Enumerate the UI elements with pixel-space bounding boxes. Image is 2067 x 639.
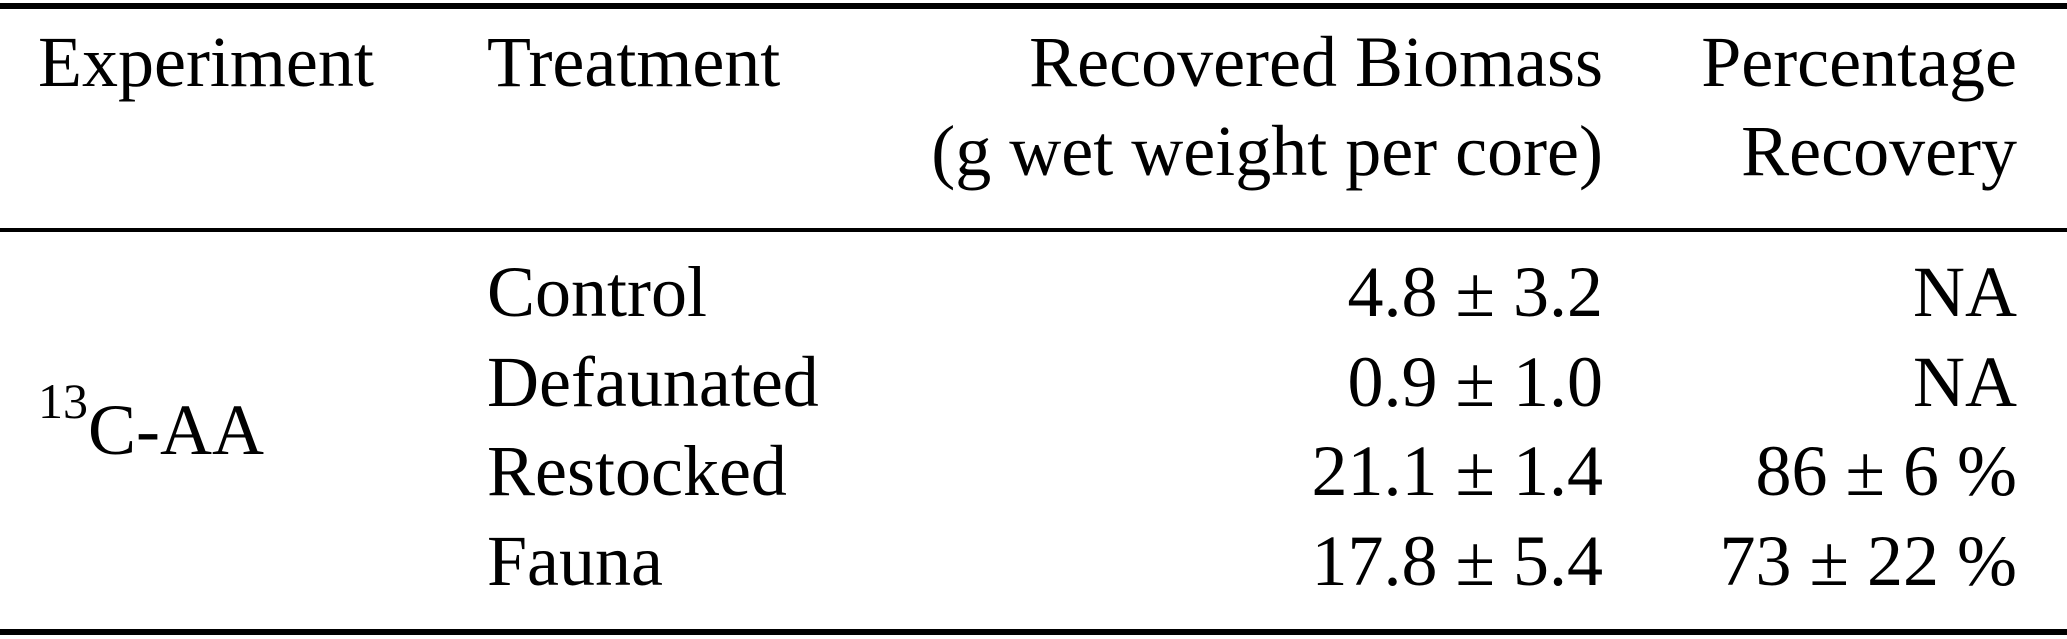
col-header-experiment: Experiment	[38, 22, 374, 102]
biomass-cell-defaunated: 0.9 ± 1.0	[1347, 342, 1603, 422]
col-header-recovered-biomass: Recovered Biomass	[1029, 22, 1603, 102]
recovery-cell-control: NA	[1913, 252, 2017, 332]
experiment-name: C-AA	[88, 390, 264, 470]
recovery-cell-defaunated: NA	[1913, 342, 2017, 422]
treatment-cell-fauna: Fauna	[487, 521, 663, 601]
recovery-cell-restocked: 86 ± 6 %	[1755, 431, 2018, 511]
table-bottom-rule	[0, 629, 2067, 635]
table-mid-rule	[0, 228, 2067, 232]
col-subheader-biomass-units: (g wet weight per core)	[931, 111, 1603, 191]
treatment-cell-control: Control	[487, 252, 708, 332]
col-header-percentage: Percentage	[1701, 22, 2017, 102]
col-subheader-recovery: Recovery	[1741, 111, 2017, 191]
table-top-rule	[0, 3, 2067, 9]
isotope-superscript: 13	[38, 373, 88, 429]
recovery-cell-fauna: 73 ± 22 %	[1719, 521, 2018, 601]
treatment-cell-restocked: Restocked	[487, 431, 787, 511]
biomass-cell-control: 4.8 ± 3.2	[1347, 252, 1603, 332]
col-header-treatment: Treatment	[487, 22, 781, 102]
biomass-cell-fauna: 17.8 ± 5.4	[1311, 521, 1603, 601]
experiment-group-label: 13C-AA	[38, 376, 264, 475]
biomass-cell-restocked: 21.1 ± 1.4	[1311, 431, 1603, 511]
treatment-cell-defaunated: Defaunated	[487, 342, 819, 422]
